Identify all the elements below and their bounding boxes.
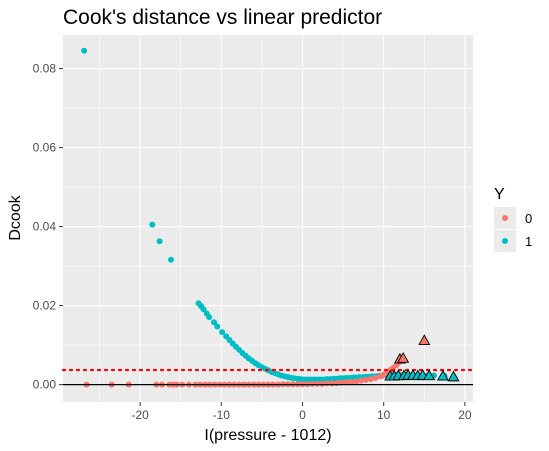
influential-point-markers — [384, 334, 460, 382]
legend-swatch-0 — [502, 215, 508, 221]
data-point-0 — [348, 378, 355, 385]
x-tick-label: -20 — [131, 408, 149, 422]
data-point-1 — [167, 256, 174, 263]
legend-label-0: 0 — [525, 211, 532, 226]
x-tick-label: 0 — [299, 408, 306, 422]
legend-swatch-1 — [502, 238, 508, 244]
data-point-0 — [309, 380, 316, 387]
data-point-1 — [211, 319, 218, 326]
minor-gridlines — [63, 35, 473, 402]
data-point-0 — [357, 377, 364, 384]
y-axis: 0.00 0.02 0.04 0.06 0.08 — [33, 62, 63, 392]
influential-point-triangle — [418, 334, 431, 345]
influential-point-triangle — [436, 369, 449, 381]
data-point-0 — [372, 374, 379, 381]
legend: Y 0 1 — [494, 186, 532, 252]
x-axis-title: I(pressure - 1012) — [204, 427, 331, 444]
data-point-0 — [362, 376, 369, 383]
legend-title: Y — [494, 186, 505, 203]
influential-point-triangle — [397, 352, 410, 363]
x-axis: -20 -10 0 10 20 — [131, 402, 472, 422]
chart-title: Cook's distance vs linear predictor — [63, 6, 382, 29]
y-tick-label: 0.04 — [33, 220, 57, 234]
plot-panel — [63, 35, 473, 402]
data-point-0 — [314, 380, 321, 387]
data-point-0 — [353, 378, 360, 385]
y-tick-label: 0.02 — [33, 299, 57, 313]
y-tick-label: 0.06 — [33, 141, 57, 155]
y-axis-title: Dcook — [7, 194, 24, 240]
x-tick-label: 10 — [377, 408, 391, 422]
major-gridlines — [63, 35, 473, 402]
data-point-1 — [214, 323, 221, 330]
influential-point-triangle — [423, 369, 436, 381]
legend-label-1: 1 — [525, 234, 532, 249]
reference-lines — [61, 368, 475, 386]
data-point-0 — [318, 380, 325, 387]
data-point-0 — [367, 376, 374, 383]
data-point-1 — [81, 47, 88, 54]
data-point-1 — [149, 221, 156, 228]
data-point-1 — [206, 314, 213, 321]
data-point-1 — [200, 306, 207, 313]
data-point-0 — [343, 379, 350, 386]
y-tick-label: 0.00 — [33, 378, 57, 392]
data-point-1 — [219, 329, 226, 336]
x-tick-label: 20 — [458, 408, 472, 422]
x-tick-label: -10 — [213, 408, 231, 422]
influential-point-triangle — [447, 370, 460, 382]
data-point-1 — [156, 238, 163, 245]
y-tick-label: 0.08 — [33, 62, 57, 76]
